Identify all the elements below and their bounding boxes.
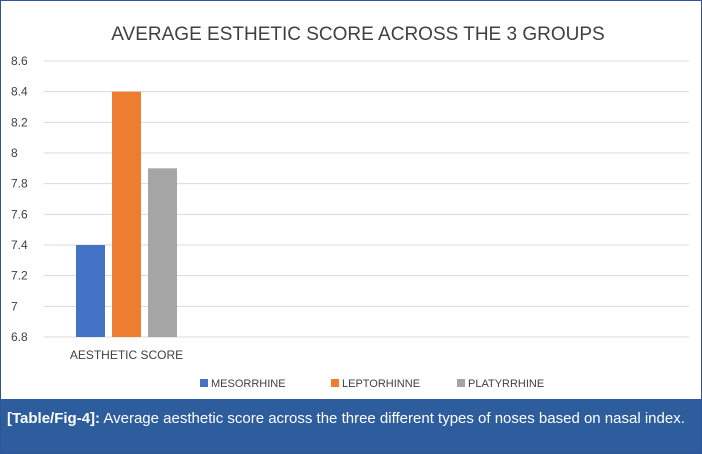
y-tick-label: 8.4 — [11, 85, 28, 99]
legend-entry: PLATYRRHINE — [468, 378, 544, 390]
chart-title: AVERAGE ESTHETIC SCORE ACROSS THE 3 GROU… — [111, 24, 604, 45]
legend-swatch-platyrrhine — [457, 379, 465, 387]
bars — [76, 91, 177, 338]
bar-chart: AVERAGE ESTHETIC SCORE ACROSS THE 3 GROU… — [11, 24, 689, 390]
y-tick-label: 7 — [11, 299, 18, 313]
figure-caption: [Table/Fig-4]: Average aesthetic score a… — [1, 399, 701, 453]
y-tick-label: 7.8 — [11, 177, 28, 191]
bar-leptorhinne — [112, 91, 141, 338]
legend: MESORRHINE LEPTORHINNE PLATYRRHINE — [200, 378, 544, 390]
y-tick-label: 6.8 — [11, 330, 28, 344]
bar-mesorrhine — [76, 245, 105, 337]
x-axis-categories: AESTHETIC SCORE — [70, 348, 183, 362]
y-tick-label: 8.2 — [11, 115, 28, 129]
y-tick-label: 8 — [11, 146, 18, 160]
bar-platyrrhine — [148, 168, 177, 337]
y-axis-ticks: 6.8 7 7.2 7.4 7.6 7.8 8 8.2 8.4 8.6 — [11, 54, 28, 344]
legend-swatch-mesorrhine — [200, 379, 208, 387]
y-tick-label: 8.6 — [11, 54, 28, 68]
legend-swatch-leptorhinne — [331, 379, 339, 387]
legend-entry: MESORRHINE — [211, 378, 286, 390]
x-category-label: AESTHETIC SCORE — [70, 348, 183, 362]
y-tick-label: 7.4 — [11, 238, 28, 252]
caption-text: Average aesthetic score across the three… — [100, 410, 685, 427]
y-tick-label: 7.2 — [11, 269, 28, 283]
caption-label: [Table/Fig-4]: — [7, 410, 101, 427]
y-tick-label: 7.6 — [11, 207, 28, 221]
legend-entry: LEPTORHINNE — [342, 378, 420, 390]
